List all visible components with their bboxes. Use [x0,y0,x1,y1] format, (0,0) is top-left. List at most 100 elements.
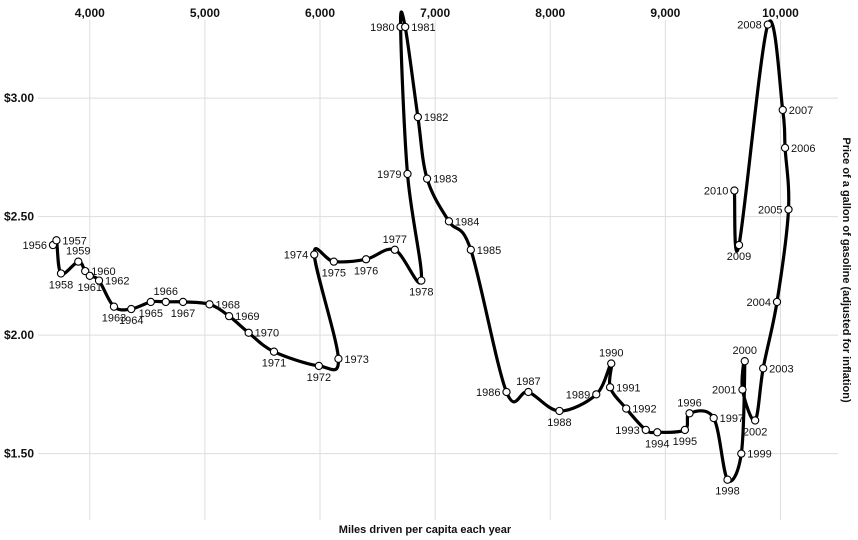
x-tick-label: 8,000 [535,6,565,20]
data-point [109,302,119,311]
series-line [51,10,791,483]
year-label: 1975 [322,268,346,280]
data-point [161,297,170,307]
data-point [641,425,650,435]
data-point [524,387,533,397]
data-point [52,236,61,245]
data-point [401,22,410,32]
data-points [48,20,793,484]
year-label: 1998 [715,486,739,498]
year-label: 1961 [78,282,102,294]
y-axis-title: Price of a gallon of gasoline (adjusted … [840,137,852,403]
year-label: 1959 [66,246,90,258]
x-tick-label: 10,000 [762,6,799,20]
year-label: 1971 [262,358,286,370]
year-label: 1997 [720,413,744,425]
data-point [85,271,94,281]
data-point [244,328,253,337]
data-point [146,297,155,307]
year-label: 1989 [566,389,590,401]
data-point [403,169,412,179]
x-tick-label: 4,000 [75,6,105,20]
point-labels: 1956 195719581959196019611962196319641965… [22,20,815,498]
data-point [555,406,564,416]
year-label: 1970 [255,328,279,340]
data-point [314,361,324,371]
year-label: 1977 [383,234,407,246]
year-label: 1967 [171,308,195,320]
data-point [334,354,343,363]
data-point [592,390,601,399]
data-point [784,205,793,214]
data-point [444,217,454,226]
data-point [607,359,616,368]
year-label: 1995 [673,436,697,448]
data-point [224,311,234,321]
data-point [740,357,749,366]
year-label: 1994 [645,438,669,450]
year-label: 1980 [370,22,394,34]
data-point [680,425,690,435]
y-tick-label: $3.00 [4,91,34,105]
year-label: 2010 [704,186,728,198]
data-point [361,255,371,264]
year-label: 2006 [791,143,815,155]
year-label: 1987 [516,376,540,388]
data-point [737,449,746,458]
data-point [329,257,338,266]
data-point [413,112,423,122]
data-point [310,250,319,259]
data-point [74,257,83,266]
year-label: 2002 [743,426,767,438]
year-label: 1984 [455,216,479,228]
year-label: 1985 [477,245,501,257]
data-point [205,300,214,309]
y-tick-label: $2.00 [4,328,34,342]
year-label: 1960 [91,266,115,278]
year-label: 1991 [616,382,640,394]
year-label: 1957 [62,235,86,247]
year-label: 2008 [737,20,761,32]
data-point [780,143,790,153]
data-point [734,240,744,250]
year-label: 1973 [344,354,368,366]
data-point [422,174,432,183]
x-tick-label: 5,000 [190,6,220,20]
year-label: 1988 [547,417,571,429]
data-point [709,413,718,423]
year-label: 2009 [727,251,751,263]
x-tick-label: 6,000 [305,6,335,20]
year-label: 2001 [712,385,736,397]
data-point [605,383,615,392]
year-label: 2003 [769,363,793,375]
x-axis-title: Miles driven per capita each year [339,524,512,536]
data-point [778,105,787,115]
data-point [127,304,136,314]
year-label: 1963 [102,313,126,325]
data-point [502,387,511,397]
data-point [738,385,747,394]
year-label: 1966 [154,286,178,298]
year-label: 2005 [758,204,782,216]
year-label: 1968 [216,299,240,311]
data-point [653,428,662,437]
data-point [417,276,426,285]
data-point [390,245,399,254]
year-label: 1990 [599,348,623,360]
year-label: 1986 [476,387,500,399]
year-label: 1978 [409,287,433,299]
year-label: 1958 [49,279,73,291]
data-point [269,347,279,356]
year-label: 1983 [433,174,457,186]
data-point [759,364,768,373]
year-label: 1993 [615,425,639,437]
year-label: 1962 [105,276,129,288]
year-label: 1992 [632,404,656,416]
data-point [178,297,188,307]
year-label: 1965 [139,308,163,320]
year-label: 1974 [284,250,308,262]
y-tick-label: $1.50 [4,447,34,461]
tick-labels: 4,000 5,000 6,000 7,000 8,000 9,000 10,000 $1.5… [4,6,799,461]
data-point [685,409,694,418]
